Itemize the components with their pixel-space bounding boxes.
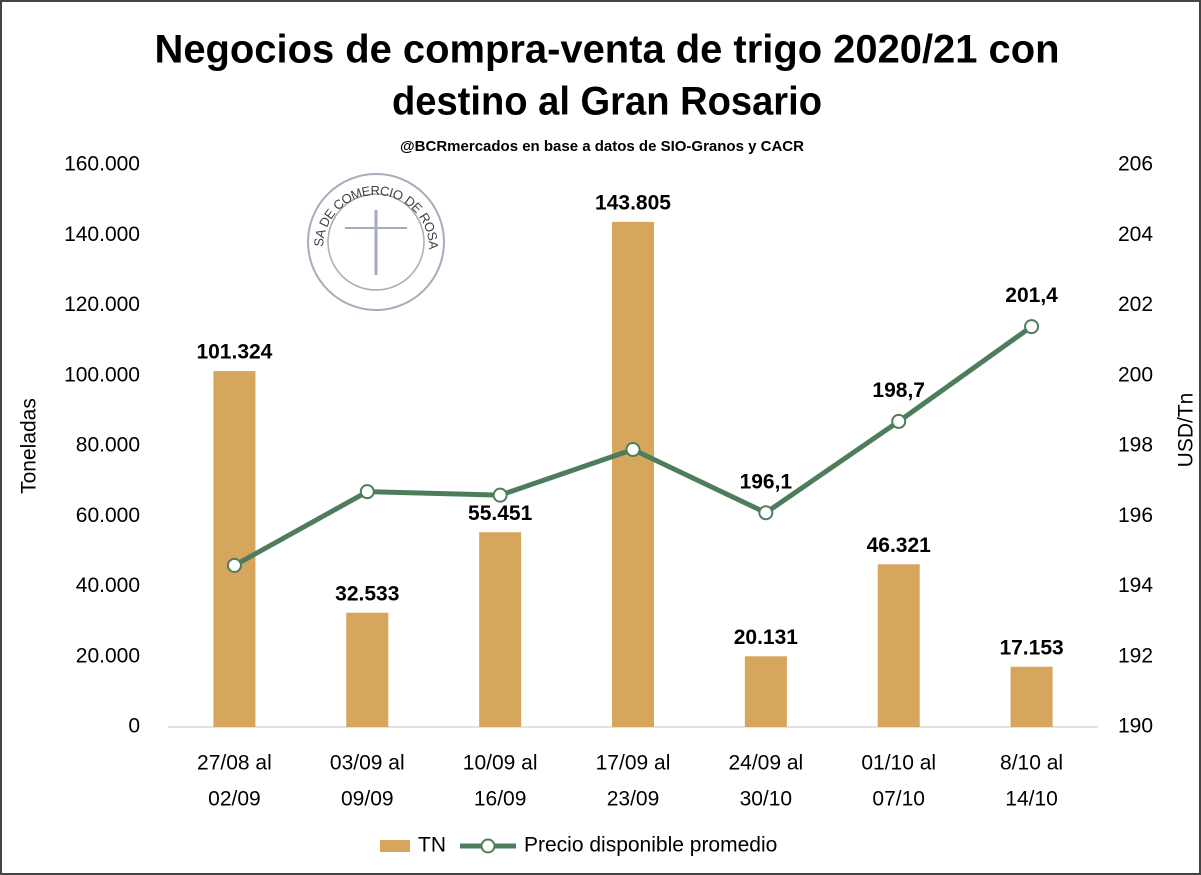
line-marker <box>1024 319 1040 335</box>
bar <box>744 656 787 727</box>
data-label: 32.533 <box>335 582 399 605</box>
x-tick-label: 14/10 <box>1005 788 1058 811</box>
y2-tick-label: 194 <box>1118 574 1153 597</box>
y-tick-label: 40.000 <box>76 574 140 597</box>
y-tick-label: 160.000 <box>64 153 140 176</box>
y-tick-label: 80.000 <box>76 434 140 457</box>
x-tick-label: 01/10 al <box>861 752 936 775</box>
legend-swatch <box>480 838 496 854</box>
bar <box>346 612 389 727</box>
y2-axis-label: USD/Tn <box>1175 393 1198 468</box>
y-tick-label: 60.000 <box>76 504 140 527</box>
data-label: 196,1 <box>740 470 793 493</box>
y-tick-label: 120.000 <box>64 293 140 316</box>
data-label: 55.451 <box>468 502 533 525</box>
x-tick-label: 07/10 <box>872 788 925 811</box>
y-tick-label: 20.000 <box>76 644 140 667</box>
y2-tick-label: 198 <box>1118 434 1153 457</box>
x-tick-label: 17/09 al <box>596 752 671 775</box>
data-label: 46.321 <box>867 534 932 557</box>
data-label: 17.153 <box>999 636 1063 659</box>
data-label: 101.324 <box>196 341 272 364</box>
x-tick-label: 09/09 <box>341 788 394 811</box>
chart-subtitle: @BCRmercados en base a datos de SIO-Gran… <box>400 138 804 155</box>
line-marker <box>226 557 242 573</box>
y2-tick-label: 202 <box>1118 293 1153 316</box>
chart-title: Negocios de compra-venta de trigo 2020/2… <box>155 28 1060 72</box>
x-tick-label: 03/09 al <box>330 752 405 775</box>
line-marker <box>359 484 375 500</box>
line-marker <box>625 442 641 458</box>
x-tick-label: 10/09 al <box>463 752 538 775</box>
x-tick-label: 24/09 al <box>728 752 803 775</box>
line-marker <box>891 413 907 429</box>
y2-tick-label: 190 <box>1118 715 1153 738</box>
bar <box>479 532 522 727</box>
chart-title: destino al Gran Rosario <box>392 80 822 124</box>
data-label: 20.131 <box>734 626 799 649</box>
bar <box>612 221 654 727</box>
bar <box>213 371 256 727</box>
x-tick-label: 16/09 <box>474 788 527 811</box>
data-label: 201,4 <box>1005 284 1058 307</box>
data-label: 143.805 <box>595 191 671 214</box>
legend-label: TN <box>418 834 446 857</box>
legend-swatch <box>380 840 410 852</box>
line-marker <box>492 487 508 503</box>
y2-tick-label: 204 <box>1118 223 1153 246</box>
y2-tick-label: 200 <box>1118 363 1153 386</box>
y2-tick-label: 196 <box>1118 504 1153 527</box>
y-tick-label: 100.000 <box>64 363 140 386</box>
x-tick-label: 23/09 <box>607 788 660 811</box>
x-tick-label: 27/08 al <box>197 752 272 775</box>
y2-tick-label: 206 <box>1118 153 1153 176</box>
data-label: 198,7 <box>872 379 925 402</box>
x-tick-label: 02/09 <box>208 788 261 811</box>
bar <box>877 564 920 727</box>
y-tick-label: 0 <box>128 715 140 738</box>
y2-tick-label: 192 <box>1118 644 1153 667</box>
line-marker <box>758 505 774 521</box>
y-axis-label: Toneladas <box>18 398 41 494</box>
legend-label: Precio disponible promedio <box>524 834 777 857</box>
bar <box>1010 666 1053 727</box>
x-tick-label: 8/10 al <box>1000 752 1063 775</box>
x-tick-label: 30/10 <box>740 788 793 811</box>
y-tick-label: 140.000 <box>64 223 140 246</box>
